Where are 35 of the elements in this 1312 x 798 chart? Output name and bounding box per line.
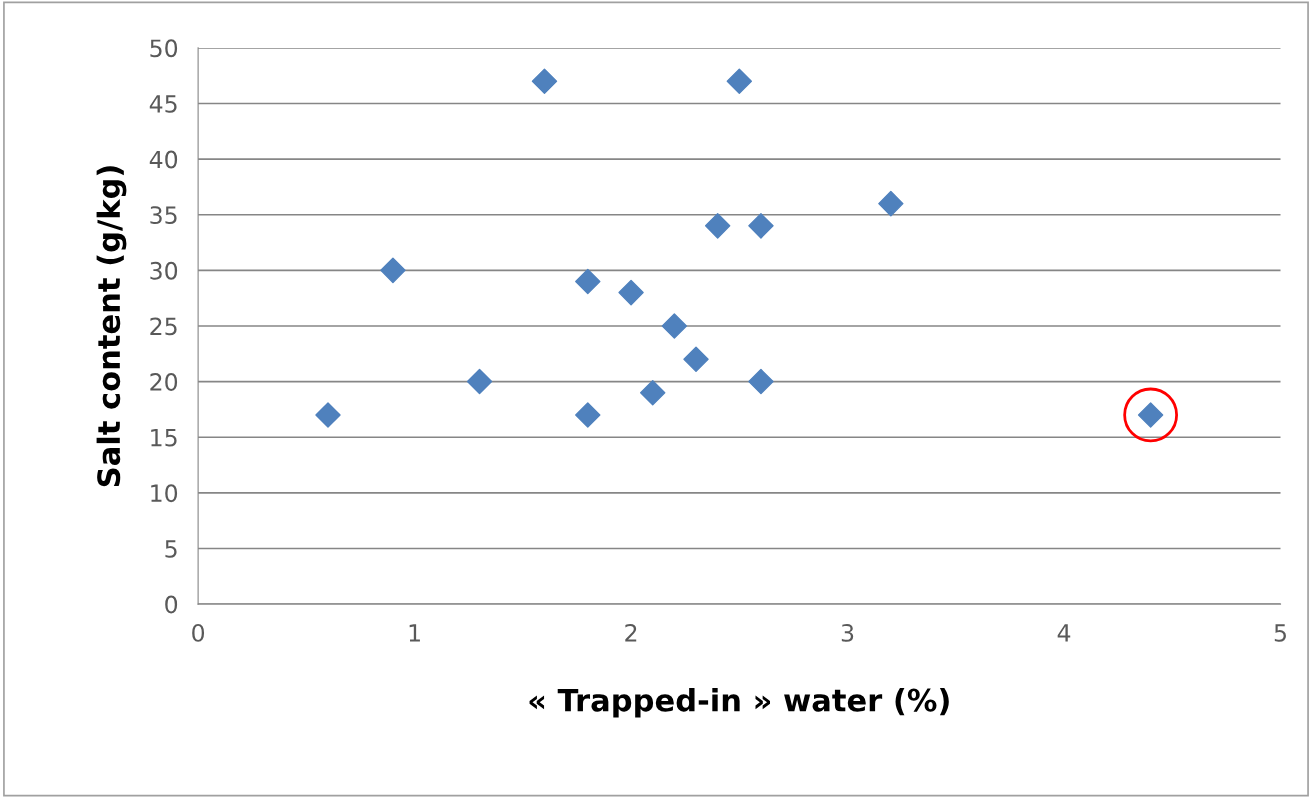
point bbox=[683, 346, 709, 373]
point bbox=[575, 268, 601, 295]
point bbox=[575, 402, 601, 428]
x-tick-label: 2 bbox=[625, 623, 637, 642]
point bbox=[315, 402, 341, 428]
point bbox=[704, 213, 731, 239]
y-tick-label: 5 bbox=[165, 540, 177, 558]
point bbox=[661, 313, 688, 339]
x-axis-title: « Trapped-in » water (%) bbox=[529, 688, 949, 718]
y-tick-label: 50 bbox=[150, 39, 178, 58]
y-tick-label: 0 bbox=[165, 595, 178, 614]
y-tick-label: 10 bbox=[151, 484, 178, 503]
y-axis-title: Salt content (g/kg) bbox=[96, 166, 127, 487]
point bbox=[466, 368, 493, 395]
x-tick-label: 3 bbox=[841, 623, 854, 642]
x-tick-label: 0 bbox=[192, 623, 205, 642]
point bbox=[748, 213, 774, 239]
point bbox=[639, 380, 666, 406]
point bbox=[748, 368, 774, 395]
point bbox=[878, 190, 904, 217]
y-tick-label: 30 bbox=[150, 261, 178, 280]
point bbox=[618, 279, 644, 306]
x-tick-label: 1 bbox=[409, 624, 420, 642]
y-tick-label: 20 bbox=[150, 373, 178, 391]
point bbox=[531, 68, 558, 94]
y-tick-label: 25 bbox=[150, 317, 177, 336]
point bbox=[726, 68, 753, 94]
y-tick-label: 40 bbox=[149, 150, 178, 169]
point bbox=[380, 257, 406, 284]
point bbox=[1123, 387, 1178, 443]
x-tick-label: 4 bbox=[1057, 624, 1071, 642]
y-tick-label: 15 bbox=[151, 428, 177, 447]
y-tick-label: 35 bbox=[150, 206, 177, 225]
x-tick-label: 5 bbox=[1274, 624, 1286, 642]
y-tick-label: 45 bbox=[149, 95, 177, 113]
